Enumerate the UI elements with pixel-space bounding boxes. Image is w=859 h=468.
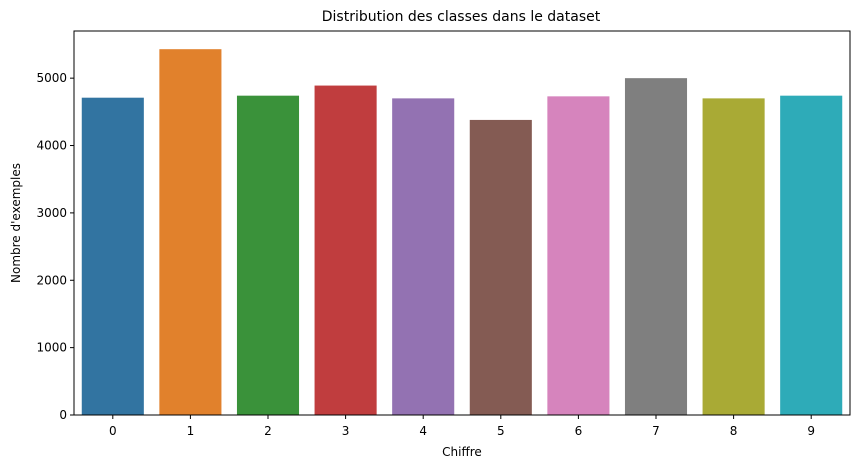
x-tick-label-6: 6	[575, 424, 583, 438]
y-axis-ticks: 0 1000 2000 3000 4000 5000	[36, 71, 74, 422]
x-tick-label-4: 4	[419, 424, 427, 438]
bar-1	[159, 49, 222, 415]
x-axis-label: Chiffre	[442, 445, 482, 459]
y-tick-label-5000: 5000	[36, 71, 67, 85]
y-tick-label-1000: 1000	[36, 341, 67, 355]
x-axis-ticks: 0 1 2 3 4 5 6 7 8 9	[109, 415, 815, 438]
x-tick-label-1: 1	[187, 424, 195, 438]
y-tick-label-2000: 2000	[36, 273, 67, 287]
bar-8	[702, 98, 765, 416]
y-tick-label-0: 0	[59, 408, 67, 422]
bar-0	[81, 97, 144, 416]
y-axis-label: Nombre d'exemples	[9, 163, 23, 283]
x-tick-label-0: 0	[109, 424, 117, 438]
x-tick-label-8: 8	[730, 424, 738, 438]
x-tick-label-5: 5	[497, 424, 505, 438]
bar-2	[236, 95, 300, 416]
bar-3	[314, 85, 377, 415]
bar-4	[392, 98, 455, 416]
x-tick-label-2: 2	[264, 424, 272, 438]
bar-5	[469, 119, 532, 415]
x-tick-label-3: 3	[342, 424, 350, 438]
y-tick-label-4000: 4000	[36, 139, 67, 153]
bar-6	[547, 96, 610, 416]
x-tick-label-7: 7	[652, 424, 660, 438]
y-tick-label-3000: 3000	[36, 206, 67, 220]
plot-frame	[73, 30, 851, 416]
bar-7	[624, 78, 688, 415]
bar-9	[780, 95, 843, 416]
x-tick-label-9: 9	[807, 424, 815, 438]
bars	[81, 49, 843, 416]
chart-title: Distribution des classes dans le dataset	[322, 9, 601, 25]
